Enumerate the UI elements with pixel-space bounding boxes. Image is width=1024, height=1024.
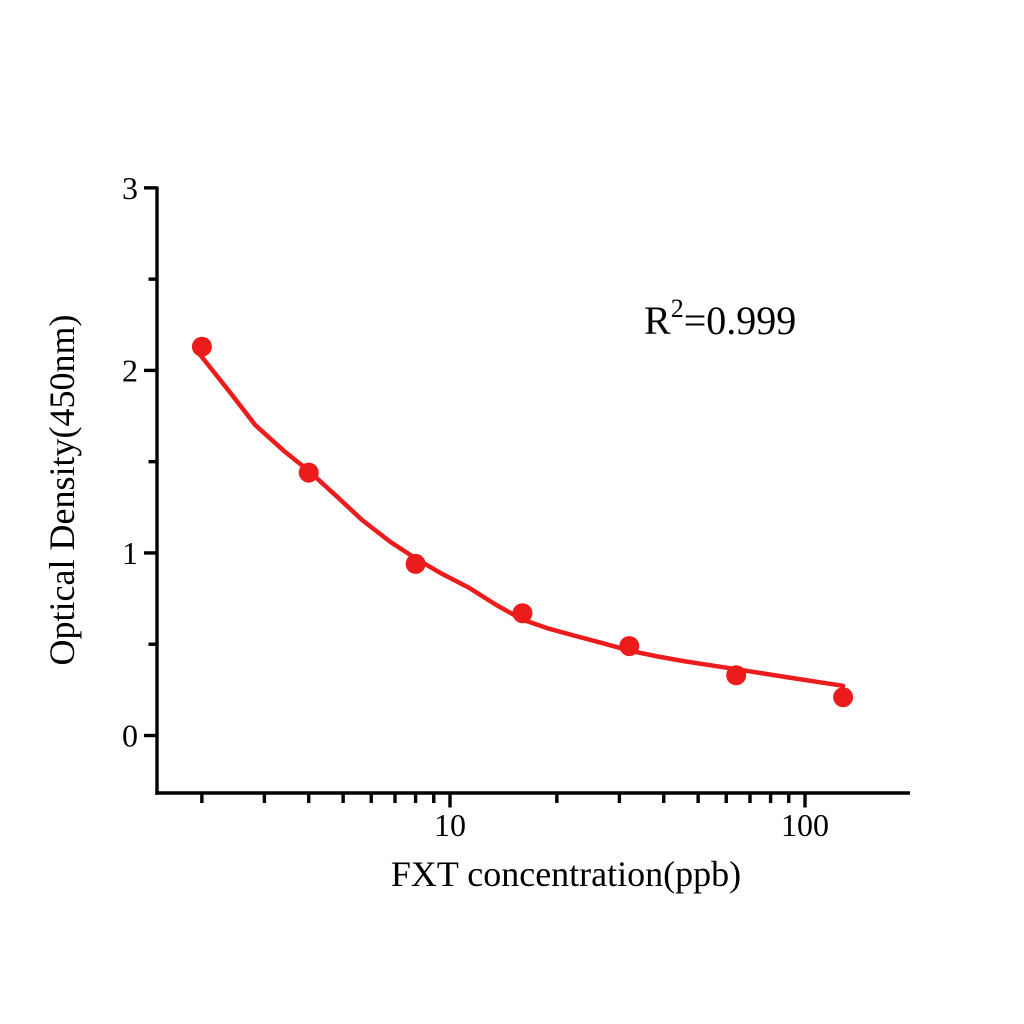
x-tick-label-10: 10 [434, 807, 466, 843]
data-point [298, 462, 319, 483]
x-tick-label-100: 100 [781, 807, 829, 843]
y-axis-title: Optical Density(450nm) [42, 315, 82, 666]
y-tick-label-3: 3 [122, 170, 138, 206]
data-point [726, 665, 747, 686]
data-point [405, 553, 426, 574]
data-point [833, 687, 854, 708]
r-squared-annotation: R2=0.999 [644, 294, 796, 343]
y-tick-label-0: 0 [122, 718, 138, 754]
axes [144, 186, 910, 808]
data-points [191, 336, 854, 708]
data-point [619, 636, 640, 657]
x-axis-title: FXT concentration(ppb) [391, 854, 741, 894]
data-point [512, 603, 533, 624]
tick-labels: 0 1 2 3 10 100 [122, 170, 829, 843]
y-tick-label-1: 1 [122, 535, 138, 571]
y-tick-label-2: 2 [122, 352, 138, 388]
data-point [191, 336, 212, 357]
fit-curve-line [197, 351, 846, 689]
